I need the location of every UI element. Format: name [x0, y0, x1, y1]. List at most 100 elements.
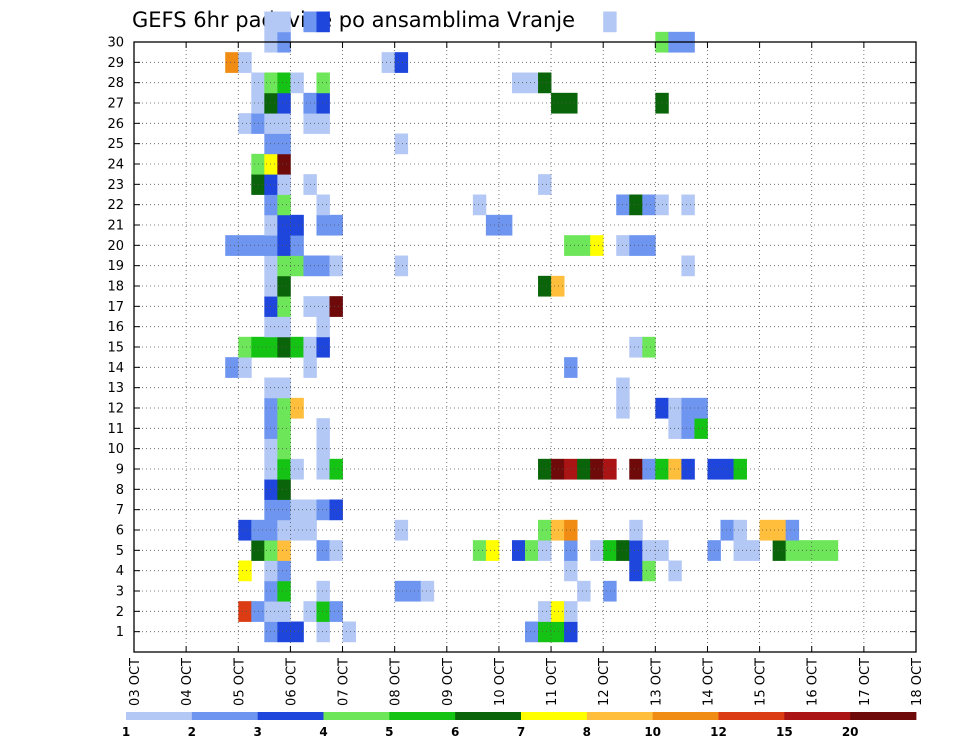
- heatmap-cell: [238, 519, 252, 541]
- heatmap-cell: [538, 601, 552, 622]
- heatmap-cell: [342, 621, 356, 643]
- heatmap-cell: [264, 377, 278, 399]
- heatmap-cell: [681, 255, 695, 277]
- heatmap-cell: [264, 479, 278, 500]
- heatmap-cell: [824, 540, 839, 561]
- colorbar-label: 15: [776, 725, 793, 739]
- heatmap-cell: [720, 458, 734, 480]
- y-tick-label: 6: [116, 524, 124, 539]
- heatmap-cell: [316, 499, 330, 521]
- heatmap-cell: [277, 11, 291, 33]
- heatmap-cell: [264, 397, 278, 419]
- heatmap-cell: [316, 255, 330, 277]
- heatmap-cell: [485, 540, 500, 561]
- heatmap-cell: [394, 519, 409, 541]
- x-tick-label: 03 OCT: [128, 658, 143, 706]
- heatmap-cell: [525, 540, 539, 561]
- heatmap-cell: [551, 621, 565, 643]
- heatmap-cell: [277, 235, 291, 256]
- x-tick-label: 09 OCT: [441, 658, 456, 706]
- heatmap-cell: [277, 397, 291, 419]
- heatmap-cell: [277, 316, 291, 338]
- colorbar-segment: [784, 712, 851, 720]
- heatmap-cell: [316, 214, 330, 236]
- heatmap-cell: [329, 499, 343, 521]
- heatmap-cell: [238, 336, 252, 358]
- heatmap-cell: [290, 397, 304, 419]
- heatmap-cell: [264, 621, 278, 643]
- heatmap-cell: [277, 601, 291, 622]
- colorbar-segment: [257, 712, 324, 720]
- colorbar-segment: [718, 712, 785, 720]
- heatmap-cell: [642, 194, 656, 216]
- heatmap-cell: [264, 560, 278, 582]
- heatmap-cell: [329, 214, 343, 236]
- colorbar-segment: [389, 712, 456, 720]
- heatmap-cell: [629, 458, 643, 480]
- y-tick-label: 30: [107, 36, 124, 51]
- heatmap-cell: [642, 336, 656, 358]
- heatmap-cell: [264, 296, 278, 317]
- heatmap-cell: [394, 52, 409, 73]
- heatmap-cell: [668, 560, 682, 582]
- x-tick-label: 16 OCT: [806, 658, 821, 706]
- y-tick-label: 15: [107, 341, 124, 356]
- heatmap-cell: [264, 438, 278, 460]
- heatmap-cell: [238, 52, 252, 73]
- heatmap-cell: [264, 255, 278, 277]
- colorbar-segment: [586, 712, 654, 720]
- y-tick-label: 18: [107, 280, 124, 295]
- heatmap-cell: [238, 560, 252, 582]
- heatmap-cell: [303, 11, 317, 33]
- y-tick-label: 20: [107, 239, 124, 254]
- colorbar-label: 1: [122, 725, 130, 739]
- heatmap-cell: [329, 601, 343, 622]
- x-tick-label: 14 OCT: [701, 658, 716, 706]
- heatmap-cell: [394, 133, 409, 155]
- heatmap-cell: [316, 418, 330, 439]
- heatmap-cell: [590, 540, 604, 561]
- heatmap-cell: [264, 194, 278, 216]
- heatmap-cell: [329, 458, 343, 480]
- heatmap-cell: [316, 540, 330, 561]
- heatmap-cell: [277, 174, 291, 195]
- heatmap-cell: [329, 296, 343, 317]
- heatmap-cell: [420, 580, 435, 602]
- y-tick-label: 23: [107, 178, 124, 193]
- heatmap-cell: [290, 72, 304, 94]
- heatmap-cell: [720, 519, 734, 541]
- heatmap-cell: [277, 92, 291, 114]
- heatmap-cell: [329, 540, 343, 561]
- colorbar-label: 12: [710, 725, 727, 739]
- colorbar-label: 2: [188, 725, 196, 739]
- heatmap-cell: [264, 275, 278, 297]
- heatmap-cell: [264, 418, 278, 439]
- heatmap-cell: [264, 336, 278, 358]
- y-tick-label: 7: [116, 503, 124, 518]
- heatmap-cell: [472, 540, 487, 561]
- heatmap-cell: [681, 418, 695, 439]
- heatmap-cell: [290, 458, 304, 480]
- heatmap-cell: [277, 519, 291, 541]
- heatmap-cell: [603, 580, 617, 602]
- heatmap-cell: [694, 418, 708, 439]
- heatmap-cell: [681, 397, 695, 419]
- colorbar-label: 5: [385, 725, 393, 739]
- x-tick-label: 12 OCT: [597, 658, 612, 706]
- y-tick-label: 21: [107, 219, 124, 234]
- heatmap-cell: [264, 72, 278, 94]
- heatmap-cell: [277, 113, 291, 134]
- heatmap-cell: [264, 540, 278, 561]
- heatmap-cell: [290, 235, 304, 256]
- heatmap-cell: [538, 540, 552, 561]
- heatmap-cell: [277, 133, 291, 155]
- heatmap-cell: [290, 214, 304, 236]
- grid-lines: [134, 42, 916, 652]
- heatmap-cell: [603, 540, 617, 561]
- heatmap-cell: [238, 601, 252, 622]
- heatmap-cell: [225, 235, 239, 256]
- heatmap-cell: [538, 275, 552, 297]
- y-tick-label: 24: [107, 158, 124, 173]
- heatmap-cell: [668, 418, 682, 439]
- heatmap-cell: [316, 601, 330, 622]
